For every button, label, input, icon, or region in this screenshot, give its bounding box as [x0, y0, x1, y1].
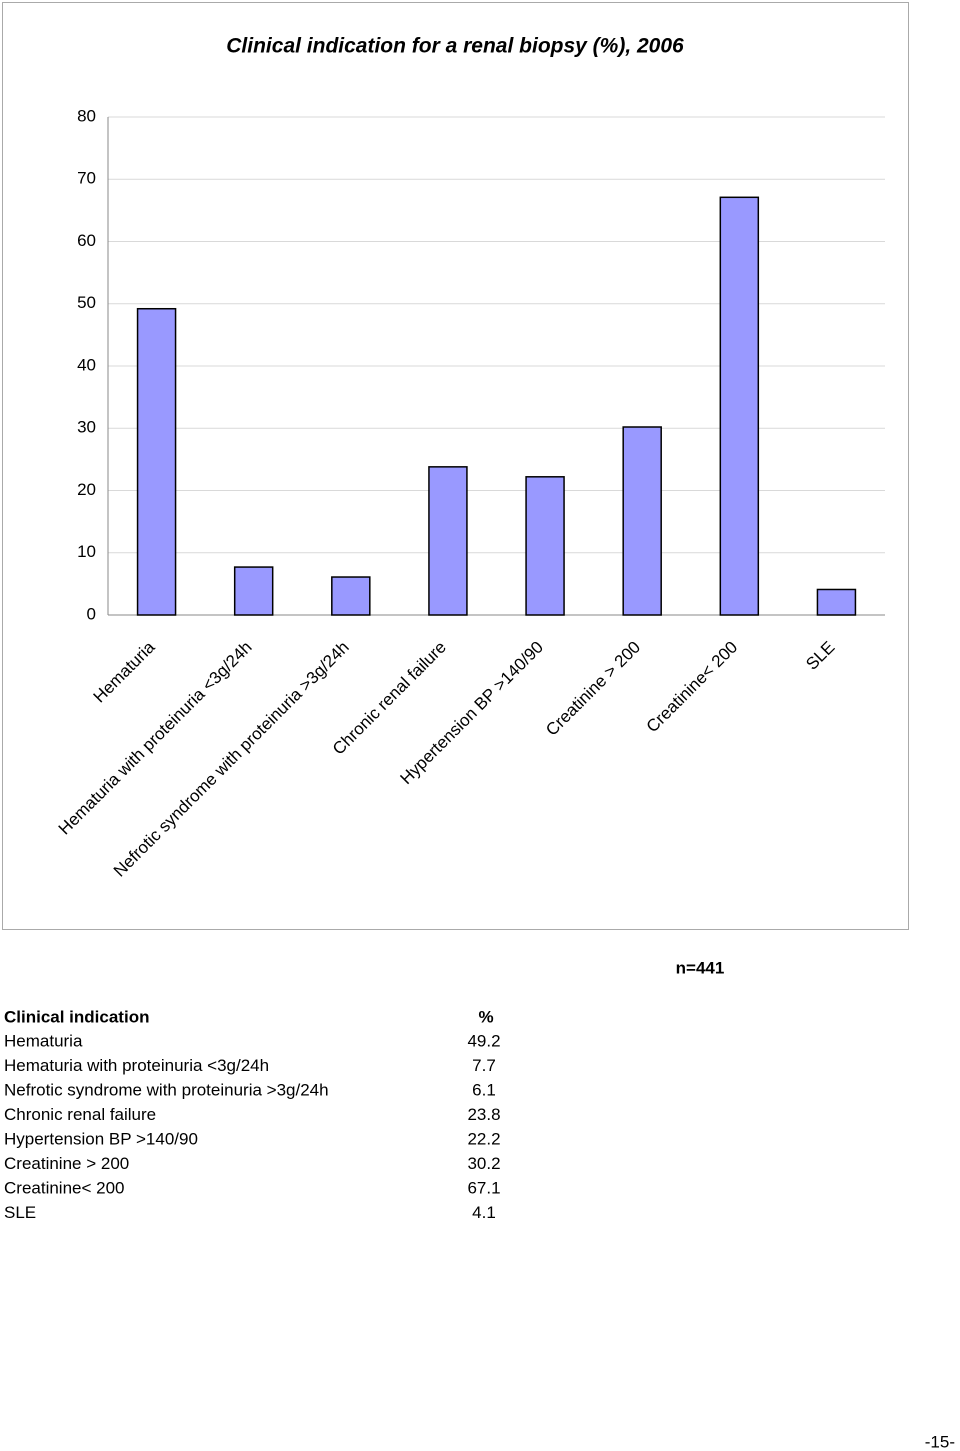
y-tick-label: 70 [77, 169, 96, 188]
table-cell: 6.1 [472, 1080, 496, 1099]
chart-title: Clinical indication for a renal biopsy (… [226, 35, 684, 58]
y-tick-label: 20 [77, 480, 96, 499]
sample-size-note: n=441 [676, 958, 725, 977]
y-tick-label: 80 [77, 106, 96, 125]
table-cell: 22.2 [467, 1129, 500, 1148]
table-cell: Creatinine > 200 [4, 1154, 129, 1173]
bar [428, 466, 468, 616]
y-tick-label: 60 [77, 231, 96, 250]
bar [525, 476, 565, 616]
table-header: % [478, 1007, 493, 1026]
table-cell: Hematuria with proteinuria <3g/24h [4, 1056, 269, 1075]
table-cell: 23.8 [467, 1105, 500, 1124]
table-cell: 7.7 [472, 1056, 496, 1075]
table-cell: SLE [4, 1203, 36, 1222]
page-number: -15- [925, 1432, 955, 1451]
y-tick-label: 10 [77, 542, 96, 561]
bar [719, 196, 760, 616]
table-cell: Nefrotic syndrome with proteinuria >3g/2… [4, 1080, 329, 1099]
table-cell: 30.2 [467, 1154, 500, 1173]
bar [331, 576, 371, 616]
table-cell: 4.1 [472, 1203, 496, 1222]
y-tick-label: 0 [87, 604, 96, 623]
bar [136, 307, 177, 616]
table-cell: Hematuria [4, 1031, 83, 1050]
table-cell: Chronic renal failure [4, 1105, 156, 1124]
y-tick-label: 30 [77, 418, 96, 437]
y-tick-label: 50 [77, 293, 96, 312]
y-tick-label: 40 [77, 355, 96, 374]
table-cell: 49.2 [467, 1031, 500, 1050]
bar [816, 588, 857, 616]
bar [233, 566, 274, 616]
table-header: Clinical indication [4, 1007, 149, 1026]
table-cell: 67.1 [467, 1178, 500, 1197]
table-cell: Creatinine< 200 [4, 1178, 125, 1197]
table-cell: Hypertension BP >140/90 [4, 1129, 198, 1148]
bar [622, 426, 662, 616]
